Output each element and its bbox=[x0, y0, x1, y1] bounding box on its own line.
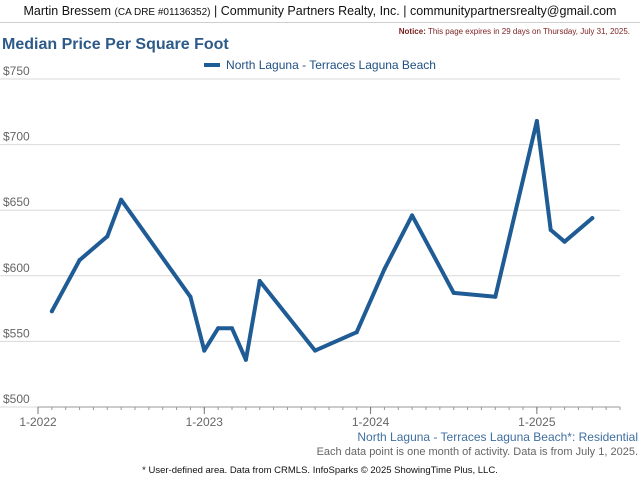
data-point[interactable] bbox=[49, 309, 54, 314]
data-point[interactable] bbox=[216, 326, 221, 331]
data-point[interactable] bbox=[230, 326, 234, 331]
expiry-notice: Notice: This page expires in 29 days on … bbox=[399, 27, 630, 36]
x-tick-label: 1-2023 bbox=[186, 415, 224, 429]
x-tick-label: 1-2024 bbox=[352, 415, 390, 429]
header-separator: | bbox=[403, 4, 407, 18]
data-point[interactable] bbox=[534, 118, 539, 123]
agent-name: Martin Bressem bbox=[23, 4, 112, 18]
data-point[interactable] bbox=[243, 357, 248, 362]
x-tick-label: 1-2022 bbox=[19, 415, 57, 429]
area-caption: North Laguna - Terraces Laguna Beach*: R… bbox=[357, 430, 638, 444]
x-tick-label: 1-2025 bbox=[518, 415, 556, 429]
y-tick-label: $600 bbox=[3, 261, 30, 275]
chart-legend[interactable]: North Laguna - Terraces Laguna Beach bbox=[0, 58, 640, 72]
notice-text: This page expires in 29 days on Thursday… bbox=[427, 27, 630, 36]
notice-label: Notice: bbox=[398, 27, 426, 36]
legend-swatch bbox=[204, 62, 221, 67]
data-point[interactable] bbox=[548, 227, 553, 232]
footer-credit: * User-defined area. Data from CRMLS. In… bbox=[142, 465, 498, 476]
data-point[interactable] bbox=[119, 197, 124, 202]
agent-header: Martin Bressem (CA DRE #01136352) | Comm… bbox=[0, 0, 640, 23]
data-point[interactable] bbox=[410, 213, 415, 218]
x-axis: 1-2022 1-2023 1-2024 1-2025 bbox=[19, 406, 621, 429]
data-point[interactable] bbox=[354, 330, 359, 335]
data-point[interactable] bbox=[202, 348, 207, 353]
data-point[interactable] bbox=[313, 348, 318, 353]
company-name: Community Partners Realty, Inc. bbox=[220, 4, 400, 18]
data-point[interactable] bbox=[590, 216, 595, 221]
legend-label: North Laguna - Terraces Laguna Beach bbox=[226, 58, 436, 72]
y-axis: $500 $550 $600 $650 $700 $750 bbox=[3, 64, 30, 406]
data-point[interactable] bbox=[77, 258, 82, 263]
agent-email[interactable]: communitypartnersrealty@gmail.com bbox=[409, 4, 617, 18]
data-point[interactable] bbox=[562, 239, 567, 244]
series-line[interactable] bbox=[49, 119, 595, 362]
data-point[interactable] bbox=[382, 267, 387, 272]
y-tick-label: $550 bbox=[3, 326, 30, 340]
agent-dre: (CA DRE #01136352) bbox=[114, 7, 211, 18]
y-tick-label: $750 bbox=[3, 64, 30, 78]
series-group bbox=[49, 118, 595, 362]
header-separator: | bbox=[214, 4, 218, 18]
y-tick-label: $650 bbox=[3, 195, 30, 209]
data-point[interactable] bbox=[257, 279, 262, 284]
grid-lines bbox=[0, 78, 620, 408]
data-point[interactable] bbox=[493, 294, 498, 299]
data-point[interactable] bbox=[188, 294, 193, 299]
chart-title: Median Price Per Square Foot bbox=[2, 36, 229, 53]
y-tick-label: $700 bbox=[3, 130, 30, 144]
data-point[interactable] bbox=[105, 234, 110, 239]
y-tick-label: $500 bbox=[3, 392, 30, 406]
data-point[interactable] bbox=[451, 290, 456, 295]
data-source-note: Each data point is one month of activity… bbox=[316, 446, 638, 458]
